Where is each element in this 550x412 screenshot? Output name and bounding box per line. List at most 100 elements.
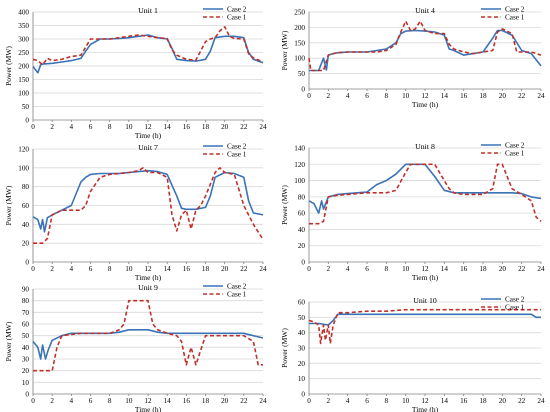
- x-tick-label: 14: [164, 397, 172, 405]
- series-case1-line: [33, 299, 263, 372]
- y-tick-label: 60: [298, 299, 306, 307]
- y-tick-label: 150: [18, 76, 29, 84]
- y-tick-label: 0: [301, 391, 305, 399]
- y-tick-label: 100: [294, 55, 305, 63]
- series-case1-line: [308, 20, 542, 72]
- x-tick-label: 16: [183, 397, 191, 405]
- y-tick-label: 250: [294, 9, 305, 17]
- x-tick-label: 4: [346, 397, 350, 405]
- x-tick-label: 4: [70, 265, 74, 273]
- x-tick-label: 14: [441, 92, 449, 100]
- y-tick-label: 0: [25, 259, 29, 267]
- y-tick-label: 120: [18, 146, 29, 154]
- x-tick-label: 22: [240, 265, 248, 273]
- x-tick-label: 8: [108, 397, 112, 405]
- y-tick-label: 20: [22, 240, 30, 248]
- x-tick-label: 10: [402, 92, 410, 100]
- x-tick-label: 14: [164, 123, 172, 131]
- legend-case2-label: Case 2: [505, 296, 525, 304]
- legend-case1-label: Case 1: [505, 304, 525, 312]
- x-tick-label: 20: [221, 397, 229, 405]
- y-axis-label: Power (MW): [4, 185, 13, 225]
- y-tick-label: 50: [298, 314, 306, 322]
- y-tick-label: 90: [22, 286, 30, 294]
- x-tick-label: 4: [70, 123, 74, 131]
- chart-title: Unit 10: [413, 296, 437, 305]
- x-tick-label: 2: [50, 123, 54, 131]
- x-tick-label: 24: [537, 92, 545, 100]
- x-tick-label: 10: [125, 123, 133, 131]
- x-tick-label: 20: [499, 397, 507, 405]
- x-tick-label: 8: [108, 265, 112, 273]
- x-tick-label: 12: [144, 265, 152, 273]
- x-tick-label: 22: [240, 397, 248, 405]
- y-tick-label: 80: [298, 193, 306, 201]
- x-tick-label: 22: [518, 397, 526, 405]
- y-tick-label: 60: [22, 202, 30, 210]
- y-tick-label: 20: [22, 367, 30, 375]
- x-tick-label: 6: [365, 397, 369, 405]
- series-case1-line: [33, 167, 264, 244]
- x-tick-label: 18: [202, 397, 210, 405]
- x-tick-label: 8: [385, 397, 389, 405]
- x-tick-label: 18: [479, 92, 487, 100]
- x-tick-label: 24: [259, 397, 267, 405]
- y-tick-label: 0: [25, 391, 29, 399]
- series-case2-line: [309, 313, 541, 326]
- x-tick-label: 12: [421, 397, 429, 405]
- x-tick-label: 6: [365, 265, 369, 273]
- x-tick-label: 10: [125, 397, 133, 405]
- x-tick-label: 24: [537, 397, 545, 405]
- x-tick-label: 20: [221, 123, 229, 131]
- series-case2-line: [32, 328, 264, 360]
- y-tick-label: 350: [18, 22, 29, 30]
- x-tick-label: 4: [70, 397, 74, 405]
- y-tick-label: 100: [294, 177, 305, 185]
- x-tick-label: 8: [385, 265, 389, 273]
- y-tick-label: 50: [22, 103, 30, 111]
- series-case2-line: [308, 163, 542, 214]
- y-tick-label: 10: [22, 379, 30, 387]
- series-case1-line: [309, 163, 542, 225]
- y-tick-label: 80: [22, 297, 30, 305]
- x-tick-label: 24: [259, 265, 267, 273]
- x-tick-label: 2: [327, 265, 331, 273]
- x-tick-label: 8: [108, 123, 112, 131]
- x-tick-label: 0: [307, 92, 311, 100]
- y-axis-label: Power (MW): [4, 321, 13, 361]
- y-tick-label: 70: [22, 309, 30, 317]
- legend-case1-label: Case 1: [505, 150, 525, 158]
- y-tick-label: 400: [18, 9, 29, 17]
- y-tick-label: 200: [294, 24, 305, 32]
- y-tick-label: 10: [298, 375, 306, 383]
- chart-title: Unit 7: [138, 143, 158, 152]
- legend-case2-label: Case 2: [227, 143, 247, 151]
- chart-title: Unit 9: [138, 283, 158, 292]
- y-tick-label: 40: [22, 221, 30, 229]
- x-tick-label: 0: [31, 123, 35, 131]
- x-tick-label: 10: [402, 397, 410, 405]
- y-tick-label: 40: [22, 344, 30, 352]
- y-axis-label: Power (MW): [4, 46, 13, 86]
- series-case1-line: [32, 25, 264, 66]
- x-tick-label: 0: [31, 397, 35, 405]
- y-tick-label: 120: [294, 161, 305, 169]
- x-tick-label: 2: [327, 92, 331, 100]
- y-tick-label: 20: [298, 360, 306, 368]
- y-tick-label: 0: [25, 117, 29, 125]
- x-axis-label: Time (h): [135, 405, 162, 412]
- x-tick-label: 0: [307, 265, 311, 273]
- x-axis-label: Tiem (h): [412, 273, 439, 282]
- x-axis-label: Time (h): [135, 273, 162, 282]
- x-tick-label: 16: [460, 397, 468, 405]
- x-tick-label: 12: [144, 123, 152, 131]
- x-tick-label: 2: [50, 265, 54, 273]
- legend-case2-label: Case 2: [505, 142, 525, 150]
- x-tick-label: 2: [50, 397, 54, 405]
- y-tick-label: 0: [301, 259, 305, 267]
- x-tick-label: 24: [259, 123, 267, 131]
- y-axis-label: Power (MW): [280, 328, 289, 368]
